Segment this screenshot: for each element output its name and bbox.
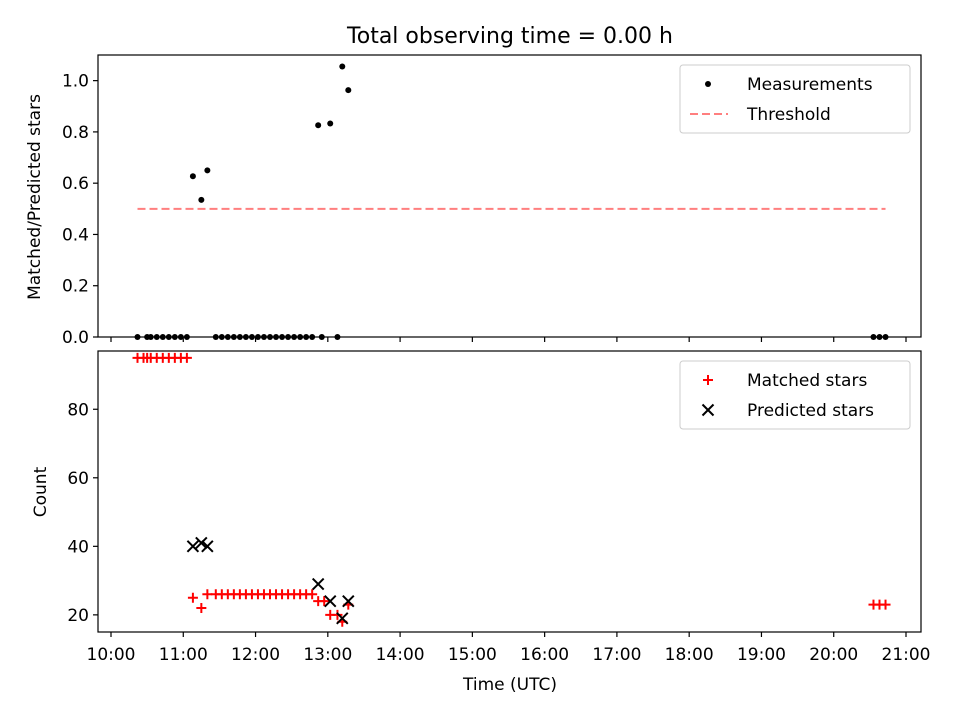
- measurement-point: [303, 334, 310, 340]
- x-tick-label: 15:00: [448, 645, 497, 665]
- matched-star-point: [880, 599, 891, 610]
- y-tick-label: 80: [67, 400, 89, 420]
- measurement-point: [204, 167, 211, 174]
- y-tick-label: 0.0: [62, 328, 89, 348]
- measurement-point: [224, 334, 231, 340]
- measurement-point: [230, 334, 237, 340]
- measurement-point: [882, 334, 889, 340]
- y-tick-label: 0.8: [62, 123, 89, 143]
- legend-label: Measurements: [747, 75, 873, 95]
- y-tick-label: 20: [67, 606, 89, 626]
- x-tick-label: 10:00: [87, 645, 136, 665]
- x-tick-label: 12:00: [231, 645, 280, 665]
- measurement-point: [345, 87, 352, 94]
- measurement-point: [242, 334, 249, 340]
- legend-box: [679, 64, 911, 134]
- measurement-point: [236, 334, 243, 340]
- measurement-point: [876, 334, 883, 340]
- measurement-point: [334, 334, 341, 340]
- predicted-star-point: [336, 612, 349, 625]
- bottom-y-axis-label: Count: [31, 466, 51, 517]
- measurement-point: [309, 334, 316, 340]
- top-y-axis-label: Matched/Predicted stars: [25, 94, 45, 300]
- x-tick-label: 17:00: [592, 645, 641, 665]
- legend-matched-swatch: [703, 375, 713, 385]
- legend-label: Predicted stars: [747, 401, 874, 421]
- measurement-point: [159, 334, 166, 340]
- axes-frame: [97, 54, 922, 338]
- measurement-point: [273, 334, 280, 340]
- x-tick-label: 11:00: [159, 645, 208, 665]
- measurement-point: [171, 334, 178, 340]
- measurement-point: [177, 334, 184, 340]
- y-tick-label: 0.6: [62, 174, 89, 194]
- measurement-point: [870, 334, 877, 340]
- predicted-star-point: [186, 540, 200, 553]
- predicted-star-point: [324, 594, 337, 608]
- measurement-point: [165, 334, 172, 340]
- legend-label: Threshold: [746, 105, 831, 125]
- top-panel: 0.0 0.2 0.4 0.6 0.8 1.0 Measurements Threshold: [62, 54, 922, 348]
- measurement-point: [147, 334, 154, 340]
- measurement-point: [183, 334, 190, 340]
- x-tick-label: 18:00: [665, 645, 714, 665]
- matched-star-point: [181, 352, 192, 363]
- measurement-point: [248, 334, 255, 340]
- x-tick-label: 16:00: [520, 645, 569, 665]
- y-tick-label: 0.2: [62, 277, 89, 297]
- x-tick-label: 20:00: [809, 645, 858, 665]
- measurement-point: [254, 334, 261, 340]
- chart-title: Total observing time = 0.00 h: [346, 24, 673, 49]
- measurement-point: [297, 334, 304, 340]
- matched-star-point: [319, 596, 330, 607]
- measurement-point: [285, 334, 292, 340]
- legend-measurement-swatch: [705, 81, 711, 87]
- measurement-point: [315, 122, 322, 129]
- measurement-point: [134, 334, 141, 340]
- axes-frame: [97, 350, 922, 633]
- legend-box: [679, 360, 911, 430]
- measurement-point: [260, 334, 267, 340]
- y-tick-label: 1.0: [62, 72, 89, 92]
- y-tick-label: 60: [67, 469, 89, 489]
- predicted-star-point: [311, 577, 325, 591]
- measurement-point: [153, 334, 160, 340]
- measurement-point: [218, 334, 225, 340]
- matched-star-point: [187, 592, 198, 603]
- measurement-point: [291, 334, 298, 340]
- x-tick-label: 13:00: [303, 645, 352, 665]
- measurement-point: [327, 120, 334, 127]
- predicted-star-point: [195, 536, 208, 550]
- x-tick-label: 19:00: [737, 645, 786, 665]
- measurement-point: [267, 334, 273, 340]
- measurement-point: [198, 196, 205, 203]
- measurement-point: [189, 173, 196, 180]
- predicted-star-point: [201, 540, 214, 553]
- measurement-point: [339, 63, 346, 70]
- bottom-panel: 20 40 60 80 10:00 11:00 12:00 13:00 14:00 15:00 16…: [67, 350, 931, 665]
- measurement-point: [279, 334, 286, 340]
- y-tick-label: 0.4: [62, 225, 89, 245]
- x-tick-label: 21:00: [882, 645, 931, 665]
- x-axis-label: Time (UTC): [462, 675, 557, 695]
- legend-label: Matched stars: [747, 371, 867, 391]
- measurement-point: [212, 334, 219, 340]
- predicted-star-point: [342, 594, 355, 608]
- matched-star-point: [202, 589, 213, 600]
- x-tick-label: 14:00: [376, 645, 425, 665]
- matched-star-point: [196, 603, 207, 614]
- matched-star-point: [307, 589, 318, 600]
- y-tick-label: 40: [67, 537, 89, 557]
- legend-predicted-swatch: [701, 403, 715, 417]
- measurement-point: [318, 334, 325, 340]
